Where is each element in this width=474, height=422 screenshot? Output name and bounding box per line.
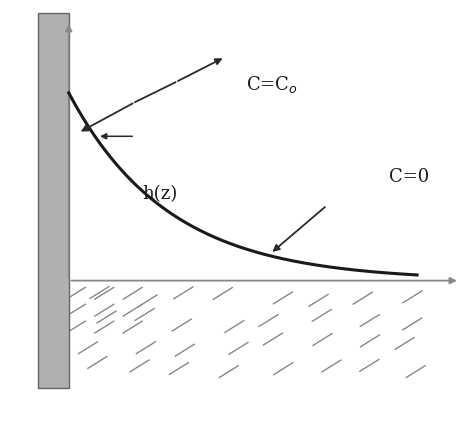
Text: C=C$_o$: C=C$_o$ <box>246 74 299 95</box>
Bar <box>38 13 69 388</box>
Text: h(z): h(z) <box>142 185 177 203</box>
Text: C=0: C=0 <box>389 168 429 186</box>
